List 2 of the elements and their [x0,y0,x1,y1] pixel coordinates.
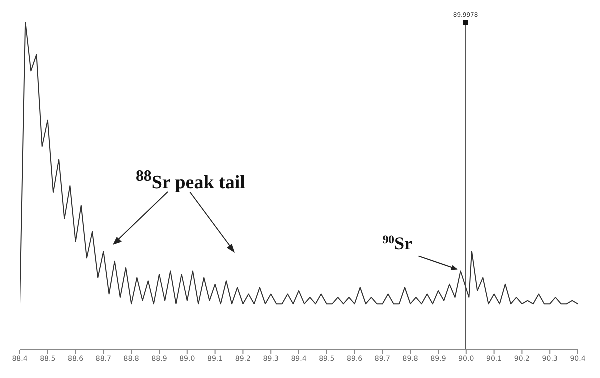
annotation: $^{88}$Sr peak tail [136,168,246,194]
annotation: $^{90}$Sr [382,232,413,254]
